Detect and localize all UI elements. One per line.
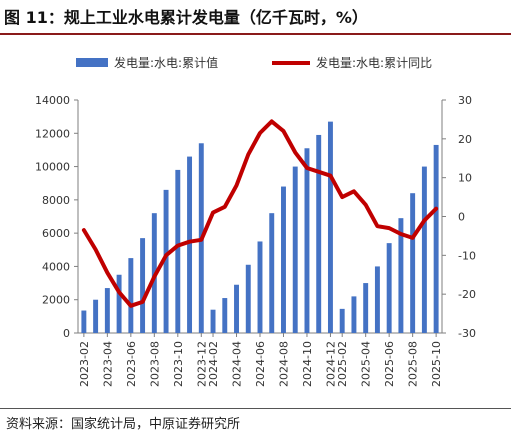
- legend-label-line: 发电量:水电:累计同比: [316, 55, 432, 70]
- bar-2023-06: [128, 258, 134, 333]
- x-tick-label: 2024-08: [277, 341, 290, 387]
- bar-2024-02: [210, 309, 216, 333]
- bar-2024-09: [292, 166, 298, 333]
- y-right-tick-label: 20: [458, 133, 472, 146]
- bar-2025-05: [374, 266, 380, 333]
- x-tick-label: 2025-06: [383, 341, 396, 387]
- title-bar: 图 11：规上工业水电累计发电量（亿千瓦时，%）: [0, 0, 511, 35]
- bar-2024-11: [316, 134, 322, 333]
- y-left-tick-label: 10000: [35, 161, 70, 174]
- y-left-tick-label: 4000: [42, 260, 70, 273]
- x-tick-label: 2023-10: [172, 341, 185, 387]
- x-tick-label: 2023-12: [195, 341, 208, 387]
- x-tick-label: 2025-04: [360, 341, 373, 387]
- x-tick-label: 2023-04: [101, 341, 114, 387]
- x-tick-label: 2024-06: [254, 341, 267, 387]
- bar-2025-10: [433, 144, 439, 333]
- y-right-tick-label: -20: [458, 288, 476, 301]
- x-tick-label: 2023-02: [78, 341, 91, 387]
- y-right-tick-label: 30: [458, 94, 472, 107]
- bar-2023-04: [104, 288, 110, 333]
- bar-2024-12: [327, 121, 333, 333]
- y-right-tick-label: -30: [458, 327, 476, 340]
- bar-2025-06: [386, 243, 392, 333]
- y-left-tick-label: 8000: [42, 194, 70, 207]
- bar-2024-10: [304, 148, 310, 333]
- bar-2023-03: [93, 299, 99, 333]
- bar-2023-11: [187, 156, 193, 333]
- y-left-tick-label: 0: [63, 327, 70, 340]
- line-series-yoy: [81, 119, 439, 308]
- bar-2025-04: [363, 283, 369, 333]
- bar-2025-02: [339, 308, 345, 333]
- bar-2024-03: [222, 298, 228, 333]
- bar-2025-07: [398, 218, 404, 333]
- y-right-tick-label: -10: [458, 249, 476, 262]
- x-tick-label: 2025-02: [336, 341, 349, 387]
- bar-2024-08: [281, 186, 286, 333]
- legend-swatch-bars: [76, 58, 108, 67]
- bar-2023-02: [81, 310, 87, 333]
- bar-2024-05: [245, 264, 251, 333]
- y-right-tick-label: 0: [458, 211, 465, 224]
- bar-2023-07: [140, 238, 146, 333]
- chart-area: 0 2000 4000 6000 8000 10000 12000 14000 -30 -20 -1…: [35, 55, 476, 387]
- x-tick-label: 2025-10: [430, 341, 443, 387]
- y-left-tick-label: 6000: [42, 227, 70, 240]
- title-divider: [0, 33, 511, 35]
- bar-2025-03: [351, 296, 357, 333]
- bar-2023-09: [163, 189, 169, 333]
- bar-2023-05: [116, 274, 122, 333]
- y-left-tick-label: 12000: [35, 127, 70, 140]
- bar-2024-06: [257, 241, 263, 333]
- x-tick-label: 2023-06: [125, 341, 138, 387]
- y-left-tick-label: 14000: [35, 94, 70, 107]
- x-tick-label: 2024-04: [231, 341, 244, 387]
- legend-label-bars: 发电量:水电:累计值: [114, 55, 218, 70]
- x-tick-label: 2024-10: [301, 341, 314, 387]
- bar-2025-09: [421, 166, 427, 333]
- bar-2023-10: [175, 169, 181, 333]
- y-left-tick-label: 2000: [42, 294, 70, 307]
- x-tick-label: 2024-12: [324, 341, 337, 387]
- footer-divider: [0, 408, 511, 409]
- x-tick-label: 2025-08: [407, 341, 420, 387]
- source-note: 资料来源：国家统计局，中原证券研究所: [6, 417, 241, 432]
- bar-2025-08: [410, 193, 416, 333]
- y-right-tick-label: 10: [458, 172, 472, 185]
- bar-2024-04: [234, 284, 239, 333]
- bar-2024-07: [269, 213, 275, 333]
- x-tick-label: 2024-02: [207, 341, 220, 387]
- x-tick-label: 2023-08: [148, 341, 161, 387]
- chart-title: 图 11：规上工业水电累计发电量（亿千瓦时，%）: [4, 8, 368, 27]
